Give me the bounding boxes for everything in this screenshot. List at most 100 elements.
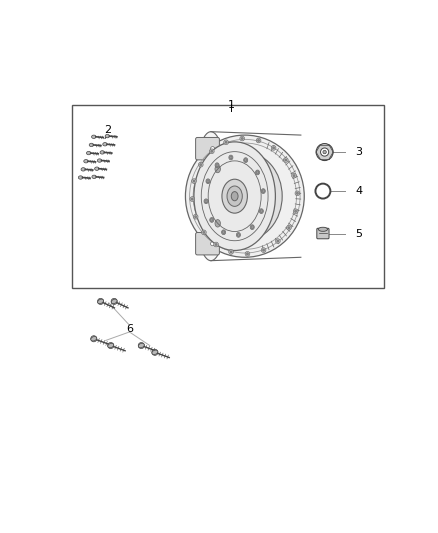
Circle shape [111, 298, 117, 304]
Circle shape [152, 349, 158, 356]
Ellipse shape [237, 232, 240, 237]
Text: 4: 4 [355, 186, 362, 196]
Circle shape [214, 242, 219, 247]
Ellipse shape [100, 151, 105, 154]
Circle shape [201, 230, 206, 235]
Circle shape [230, 251, 232, 253]
Circle shape [91, 336, 97, 342]
Text: 3: 3 [355, 147, 362, 157]
Ellipse shape [222, 230, 226, 235]
Ellipse shape [91, 336, 97, 341]
Ellipse shape [215, 163, 219, 167]
Ellipse shape [108, 343, 114, 348]
FancyBboxPatch shape [317, 228, 329, 239]
Circle shape [258, 140, 260, 141]
Circle shape [315, 184, 330, 199]
Ellipse shape [84, 159, 88, 163]
Ellipse shape [230, 156, 232, 159]
Circle shape [215, 244, 217, 246]
Ellipse shape [223, 231, 225, 234]
Text: 2: 2 [104, 125, 111, 135]
Circle shape [241, 138, 243, 140]
FancyBboxPatch shape [196, 138, 219, 160]
Circle shape [277, 240, 279, 242]
Ellipse shape [185, 135, 304, 257]
Ellipse shape [260, 209, 262, 213]
Ellipse shape [250, 225, 254, 230]
Circle shape [295, 191, 300, 196]
Circle shape [256, 138, 261, 143]
Circle shape [293, 175, 295, 176]
Circle shape [194, 216, 197, 218]
Ellipse shape [138, 343, 144, 348]
Circle shape [229, 249, 233, 254]
Ellipse shape [81, 168, 85, 171]
Ellipse shape [211, 194, 215, 198]
Circle shape [192, 179, 196, 183]
Circle shape [293, 209, 298, 214]
Ellipse shape [261, 189, 265, 193]
Ellipse shape [222, 179, 247, 213]
Circle shape [295, 210, 297, 212]
Ellipse shape [211, 241, 215, 246]
FancyBboxPatch shape [196, 232, 219, 255]
Ellipse shape [256, 171, 259, 174]
Circle shape [271, 146, 276, 150]
Ellipse shape [89, 143, 94, 147]
Ellipse shape [255, 170, 260, 175]
Circle shape [224, 140, 229, 144]
Ellipse shape [210, 217, 214, 222]
Circle shape [98, 298, 104, 304]
Ellipse shape [318, 227, 328, 231]
Ellipse shape [205, 200, 207, 203]
Ellipse shape [78, 176, 83, 179]
Circle shape [198, 162, 203, 167]
Ellipse shape [216, 164, 218, 167]
Ellipse shape [194, 142, 276, 251]
Ellipse shape [206, 179, 210, 184]
Ellipse shape [194, 132, 228, 261]
Ellipse shape [204, 199, 208, 204]
Ellipse shape [103, 142, 107, 146]
Circle shape [209, 149, 214, 154]
Ellipse shape [95, 167, 99, 171]
Ellipse shape [211, 219, 213, 222]
Circle shape [321, 148, 328, 156]
Ellipse shape [92, 135, 96, 139]
FancyBboxPatch shape [196, 185, 219, 207]
Circle shape [261, 248, 266, 253]
Circle shape [191, 198, 193, 200]
Circle shape [203, 231, 205, 233]
Circle shape [316, 143, 333, 160]
Ellipse shape [227, 186, 242, 206]
Ellipse shape [229, 155, 233, 160]
Circle shape [138, 343, 145, 349]
Circle shape [108, 343, 114, 349]
Ellipse shape [111, 299, 117, 304]
Ellipse shape [211, 147, 215, 151]
Text: 6: 6 [126, 324, 133, 334]
Circle shape [276, 239, 280, 244]
Circle shape [292, 173, 297, 178]
Circle shape [190, 197, 194, 201]
Ellipse shape [259, 209, 263, 214]
Ellipse shape [207, 180, 209, 183]
Circle shape [247, 253, 248, 255]
Ellipse shape [92, 175, 96, 179]
Ellipse shape [244, 159, 247, 161]
Ellipse shape [231, 191, 238, 201]
Ellipse shape [152, 350, 158, 354]
Text: 5: 5 [355, 229, 362, 239]
Circle shape [262, 249, 265, 251]
Ellipse shape [251, 225, 254, 229]
Circle shape [240, 136, 244, 141]
Circle shape [245, 252, 250, 256]
Ellipse shape [237, 233, 240, 237]
Circle shape [193, 214, 198, 219]
Circle shape [211, 150, 213, 152]
Ellipse shape [97, 159, 102, 162]
Circle shape [225, 141, 227, 143]
Circle shape [272, 147, 275, 149]
Ellipse shape [244, 158, 248, 163]
Ellipse shape [105, 134, 110, 138]
